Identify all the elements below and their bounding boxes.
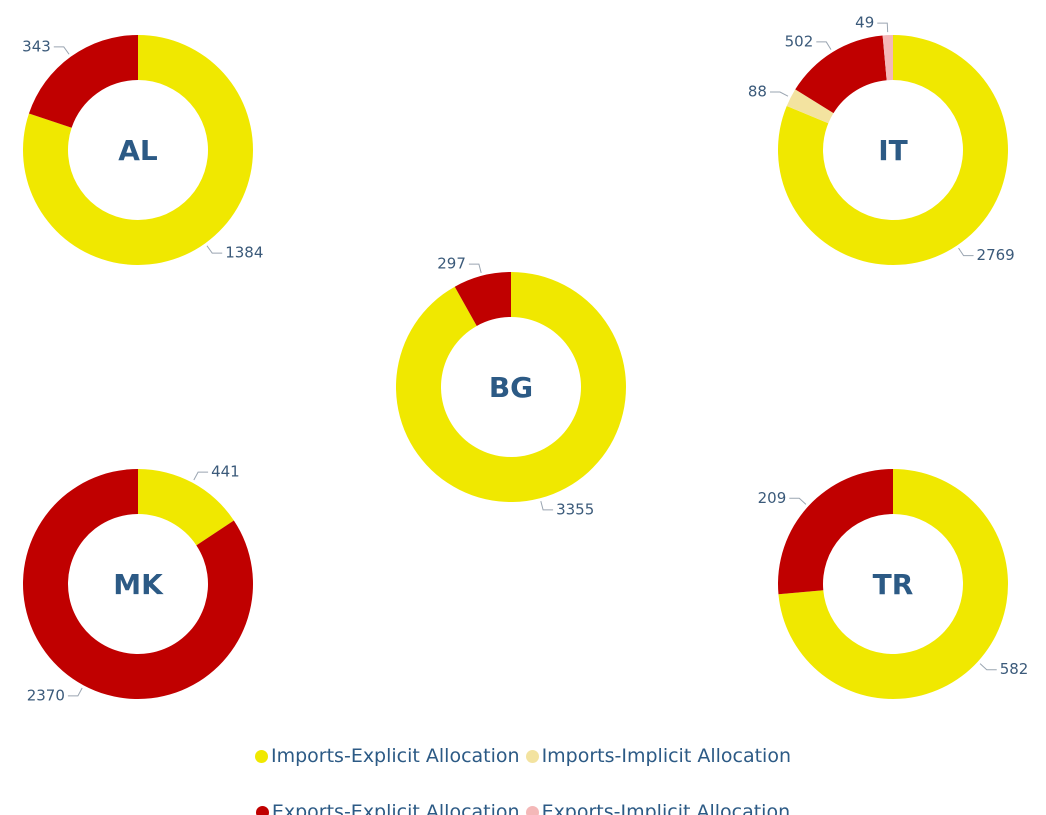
donut-slice bbox=[786, 89, 834, 124]
chart-title: TR bbox=[873, 568, 914, 601]
data-label: 297 bbox=[437, 255, 466, 273]
data-label: 582 bbox=[1000, 660, 1029, 678]
data-label: 3355 bbox=[556, 500, 594, 518]
legend: Imports-Explicit Allocation Imports-Impli… bbox=[0, 728, 1046, 815]
data-label: 209 bbox=[758, 489, 787, 507]
legend-item: Imports-Explicit Allocation bbox=[255, 745, 520, 767]
legend-swatch bbox=[525, 805, 539, 815]
legend-label: Exports-Implicit Allocation bbox=[541, 801, 791, 815]
legend-item: Exports-Explicit Allocation bbox=[255, 801, 520, 815]
donut-slice bbox=[778, 469, 893, 595]
legend-item: Imports-Implicit Allocation bbox=[525, 745, 791, 767]
data-label: 49 bbox=[855, 14, 874, 32]
donut-slice bbox=[795, 35, 887, 114]
chart-title: BG bbox=[489, 371, 533, 404]
donut-slice bbox=[778, 469, 1008, 700]
data-label: 2769 bbox=[977, 246, 1015, 264]
legend-row: Imports-Explicit Allocation Imports-Impli… bbox=[0, 728, 1046, 784]
donut-slice bbox=[22, 469, 253, 699]
data-label: 343 bbox=[22, 37, 51, 55]
leader-line bbox=[468, 263, 482, 273]
leader-line bbox=[979, 663, 997, 671]
legend-label: Imports-Implicit Allocation bbox=[541, 745, 791, 767]
donut-slice bbox=[22, 35, 253, 265]
donut-slice bbox=[138, 469, 234, 546]
chart-title: MK bbox=[113, 568, 164, 601]
data-label: 1384 bbox=[225, 244, 263, 262]
leader-line bbox=[53, 46, 70, 55]
donut-slice bbox=[395, 272, 626, 502]
donut-slice bbox=[882, 35, 893, 81]
leader-line bbox=[193, 471, 209, 481]
legend-row: Exports-Explicit Allocation Exports-Impli… bbox=[0, 784, 1046, 815]
leader-line bbox=[789, 497, 807, 505]
data-label: 88 bbox=[748, 83, 767, 101]
legend-label: Imports-Explicit Allocation bbox=[271, 745, 520, 767]
donut-slice bbox=[454, 272, 511, 326]
leader-line bbox=[67, 687, 83, 697]
legend-swatch bbox=[255, 749, 268, 763]
leader-line bbox=[206, 245, 223, 254]
leader-line bbox=[877, 22, 889, 33]
data-label: 2370 bbox=[27, 686, 65, 704]
legend-swatch bbox=[525, 749, 539, 763]
donut-slice bbox=[778, 35, 1008, 265]
charts: 1384 343 AL 2769 88 502 49 IT 3355 297 BG 441 2370 MK… bbox=[22, 14, 1029, 705]
leader-line bbox=[816, 41, 832, 50]
legend-item: Exports-Implicit Allocation bbox=[525, 801, 791, 815]
data-label: 441 bbox=[211, 463, 240, 481]
leader-line bbox=[769, 91, 789, 97]
legend-swatch bbox=[255, 805, 269, 815]
chart-title: AL bbox=[118, 134, 158, 167]
leader-line bbox=[540, 501, 554, 511]
legend-label: Exports-Explicit Allocation bbox=[271, 801, 520, 815]
chart-title: IT bbox=[878, 134, 908, 167]
data-label: 502 bbox=[785, 32, 814, 50]
donut-slice bbox=[28, 35, 139, 128]
leader-line bbox=[958, 247, 974, 257]
